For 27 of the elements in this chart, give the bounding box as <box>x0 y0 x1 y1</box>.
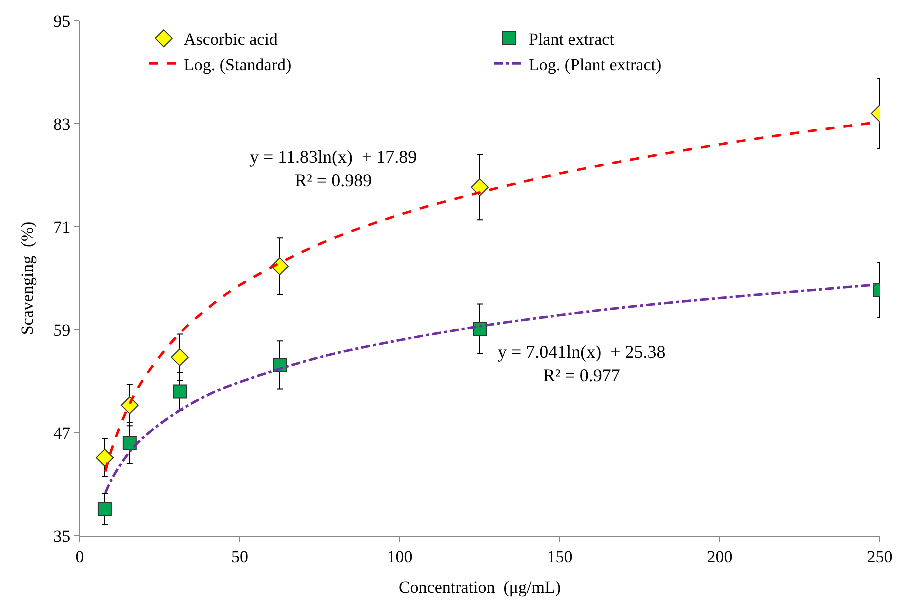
point <box>122 436 137 450</box>
x-tick-label: 250 <box>867 547 893 566</box>
legend-label: Ascorbic acid <box>184 30 278 50</box>
y-tick-label: 83 <box>54 114 71 134</box>
legend-label: Plant extract <box>529 30 615 50</box>
y-tick-label: 95 <box>54 12 71 31</box>
legend-label: Log. (Standard) <box>184 55 292 74</box>
y-tick-label: 71 <box>54 218 71 237</box>
x-tick-label: 100 <box>387 547 413 566</box>
x-tick-label: 50 <box>232 547 248 566</box>
y-tick-label: 47 <box>54 424 72 443</box>
y-tick-label: 35 <box>54 526 71 546</box>
y-axis-title: Scavenging (%) <box>18 222 38 336</box>
x-tick-label: 150 <box>547 547 573 566</box>
y-tick-label: 59 <box>54 320 71 340</box>
line-series <box>104 283 880 494</box>
annotation: y = 11.83ln(x) + 17.89 R² = 0.989 <box>250 147 418 190</box>
point <box>173 384 187 399</box>
x-axis-title: Concentration (μg/mL) <box>398 578 562 597</box>
point <box>171 348 189 366</box>
legend-label: Log. (Plant extract) <box>529 55 662 74</box>
x-tick-label: 0 <box>76 547 84 566</box>
point <box>98 502 112 516</box>
x-tick-label: 200 <box>707 547 733 566</box>
annotation: y = 7.041ln(x) + 25.38 R² = 0.977 <box>498 342 666 386</box>
point <box>96 448 114 467</box>
point <box>120 396 139 414</box>
